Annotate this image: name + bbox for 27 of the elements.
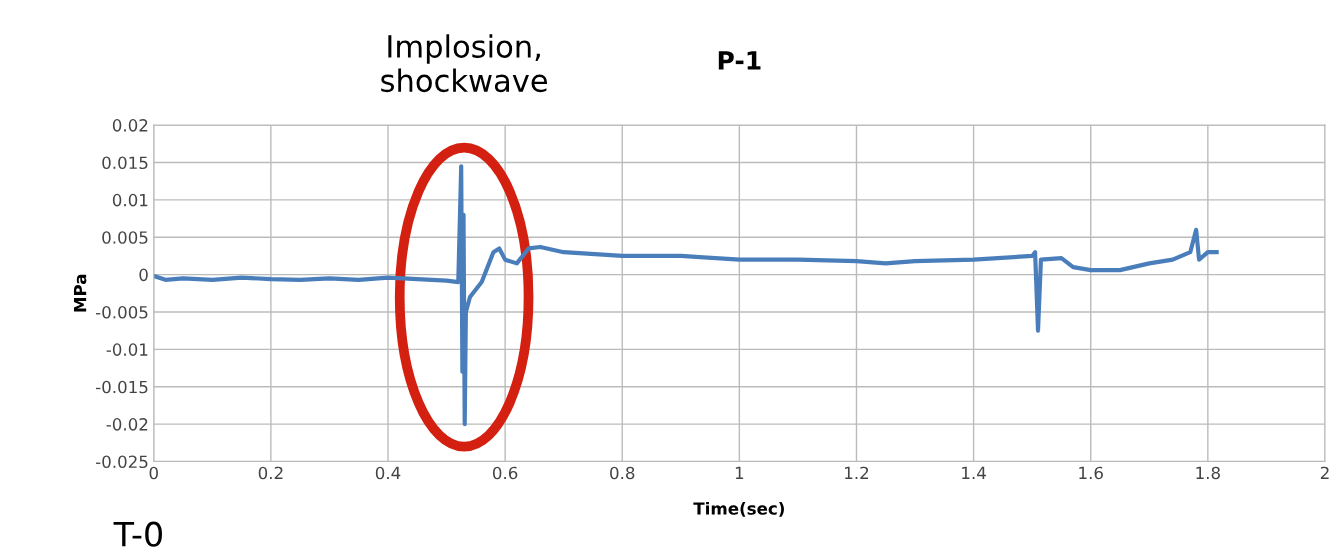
x-tick-label: 0.8 [610, 466, 635, 480]
line-series [153, 164, 1219, 427]
chart-title: P-1 [718, 51, 761, 70]
x-axis-title: Time(sec) [693, 501, 784, 517]
x-tick-label: 2 [1320, 466, 1329, 480]
x-tick-label: 0.6 [492, 466, 518, 480]
y-tick-label: -0.025 [95, 455, 148, 469]
x-tick-label: 0.4 [375, 466, 401, 480]
x-tick-label: 1.2 [845, 466, 869, 480]
x-tick-label: 0 [149, 466, 158, 480]
x-tick-label: 1 [735, 466, 744, 480]
y-tick-label: 0.005 [102, 231, 148, 244]
y-tick-label: 0.015 [102, 156, 148, 170]
y-tick-label: -0.005 [95, 305, 148, 319]
x-tick-label: 1.8 [1196, 466, 1220, 480]
y-tick-label: -0.01 [106, 343, 148, 356]
y-tick-label: 0.01 [112, 193, 148, 207]
x-tick-label: 0.2 [258, 466, 283, 480]
y-tick-label: 0 [139, 268, 148, 282]
text: T-0 [113, 521, 162, 547]
x-tick-label: 1.4 [962, 466, 986, 480]
y-tick-label: 0.02 [112, 119, 148, 132]
annotation: Implosion, shockwave [381, 34, 548, 93]
y-axis-title: MPa [73, 274, 87, 312]
x-tick-label: 1.6 [1079, 466, 1103, 480]
y-tick-label: -0.02 [106, 418, 148, 431]
y-tick-label: -0.015 [95, 380, 148, 394]
